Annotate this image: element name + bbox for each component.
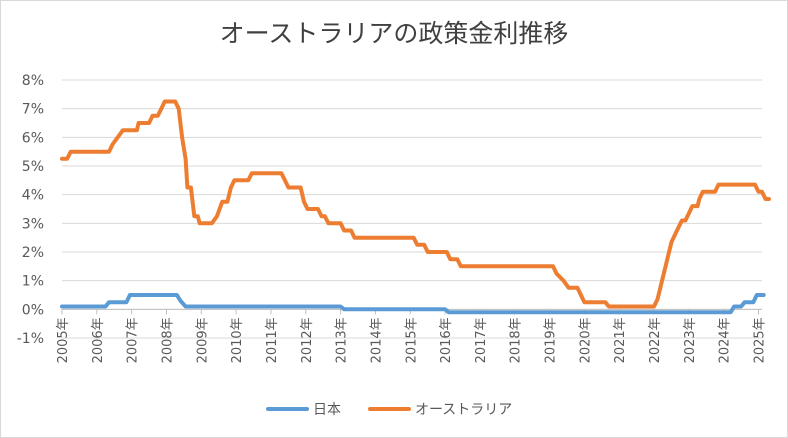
y-tick-label: 4% bbox=[22, 188, 44, 204]
x-tick-label: 2014年 bbox=[369, 317, 384, 363]
chart-title: オーストラリアの政策金利推移 bbox=[219, 19, 569, 48]
x-tick-label: 2007年 bbox=[126, 317, 141, 363]
y-tick-label: 6% bbox=[22, 130, 44, 146]
x-tick-label: 2023年 bbox=[683, 317, 698, 363]
y-tick-label: 2% bbox=[22, 245, 44, 261]
y-tick-label: 3% bbox=[22, 216, 44, 232]
x-tick-label: 2008年 bbox=[160, 317, 175, 363]
gridlines bbox=[62, 79, 762, 339]
x-tick-label: 2022年 bbox=[648, 317, 663, 363]
x-tick-label: 2005年 bbox=[56, 317, 71, 363]
x-tick-label: 2010年 bbox=[230, 317, 245, 363]
x-tick-label: 2015年 bbox=[404, 317, 419, 363]
y-tick-label: 7% bbox=[22, 102, 44, 118]
x-tick-label: 2024年 bbox=[718, 317, 733, 363]
y-tick-label: 5% bbox=[22, 159, 44, 175]
x-tick-label: 2012年 bbox=[300, 317, 315, 363]
series-line-1 bbox=[60, 99, 771, 309]
y-tick-label: -1% bbox=[17, 331, 44, 347]
x-tick-label: 2025年 bbox=[753, 317, 768, 363]
y-axis-labels: 8% 7% 6% 5% 4% 3% 2% 1% 0% -1% bbox=[17, 73, 44, 347]
series-lines bbox=[60, 99, 771, 315]
legend-label-1: オーストラリア bbox=[415, 402, 512, 418]
x-tick-label: 2013年 bbox=[335, 317, 350, 363]
series-line-0 bbox=[60, 293, 766, 315]
x-tick-label: 2011年 bbox=[265, 317, 280, 363]
x-tick-label: 2017年 bbox=[474, 317, 489, 363]
x-tick-label: 2021年 bbox=[613, 317, 628, 363]
x-tick-label: 2018年 bbox=[509, 317, 524, 363]
legend: 日本 オーストラリア bbox=[266, 402, 512, 418]
x-axis-labels: 2005年 2006年 2007年 2008年 2009年 2010年 2011年 2012年… bbox=[56, 317, 768, 363]
x-tick-label: 2016年 bbox=[439, 317, 454, 363]
x-tick-label: 2020年 bbox=[578, 317, 593, 363]
legend-label-0: 日本 bbox=[313, 402, 341, 418]
x-tick-label: 2009年 bbox=[195, 317, 210, 363]
x-tick-label: 2006年 bbox=[91, 317, 106, 363]
y-tick-label: 8% bbox=[22, 73, 44, 89]
y-tick-label: 1% bbox=[22, 274, 44, 290]
x-tick-label: 2019年 bbox=[544, 317, 559, 363]
y-tick-label: 0% bbox=[22, 302, 44, 318]
